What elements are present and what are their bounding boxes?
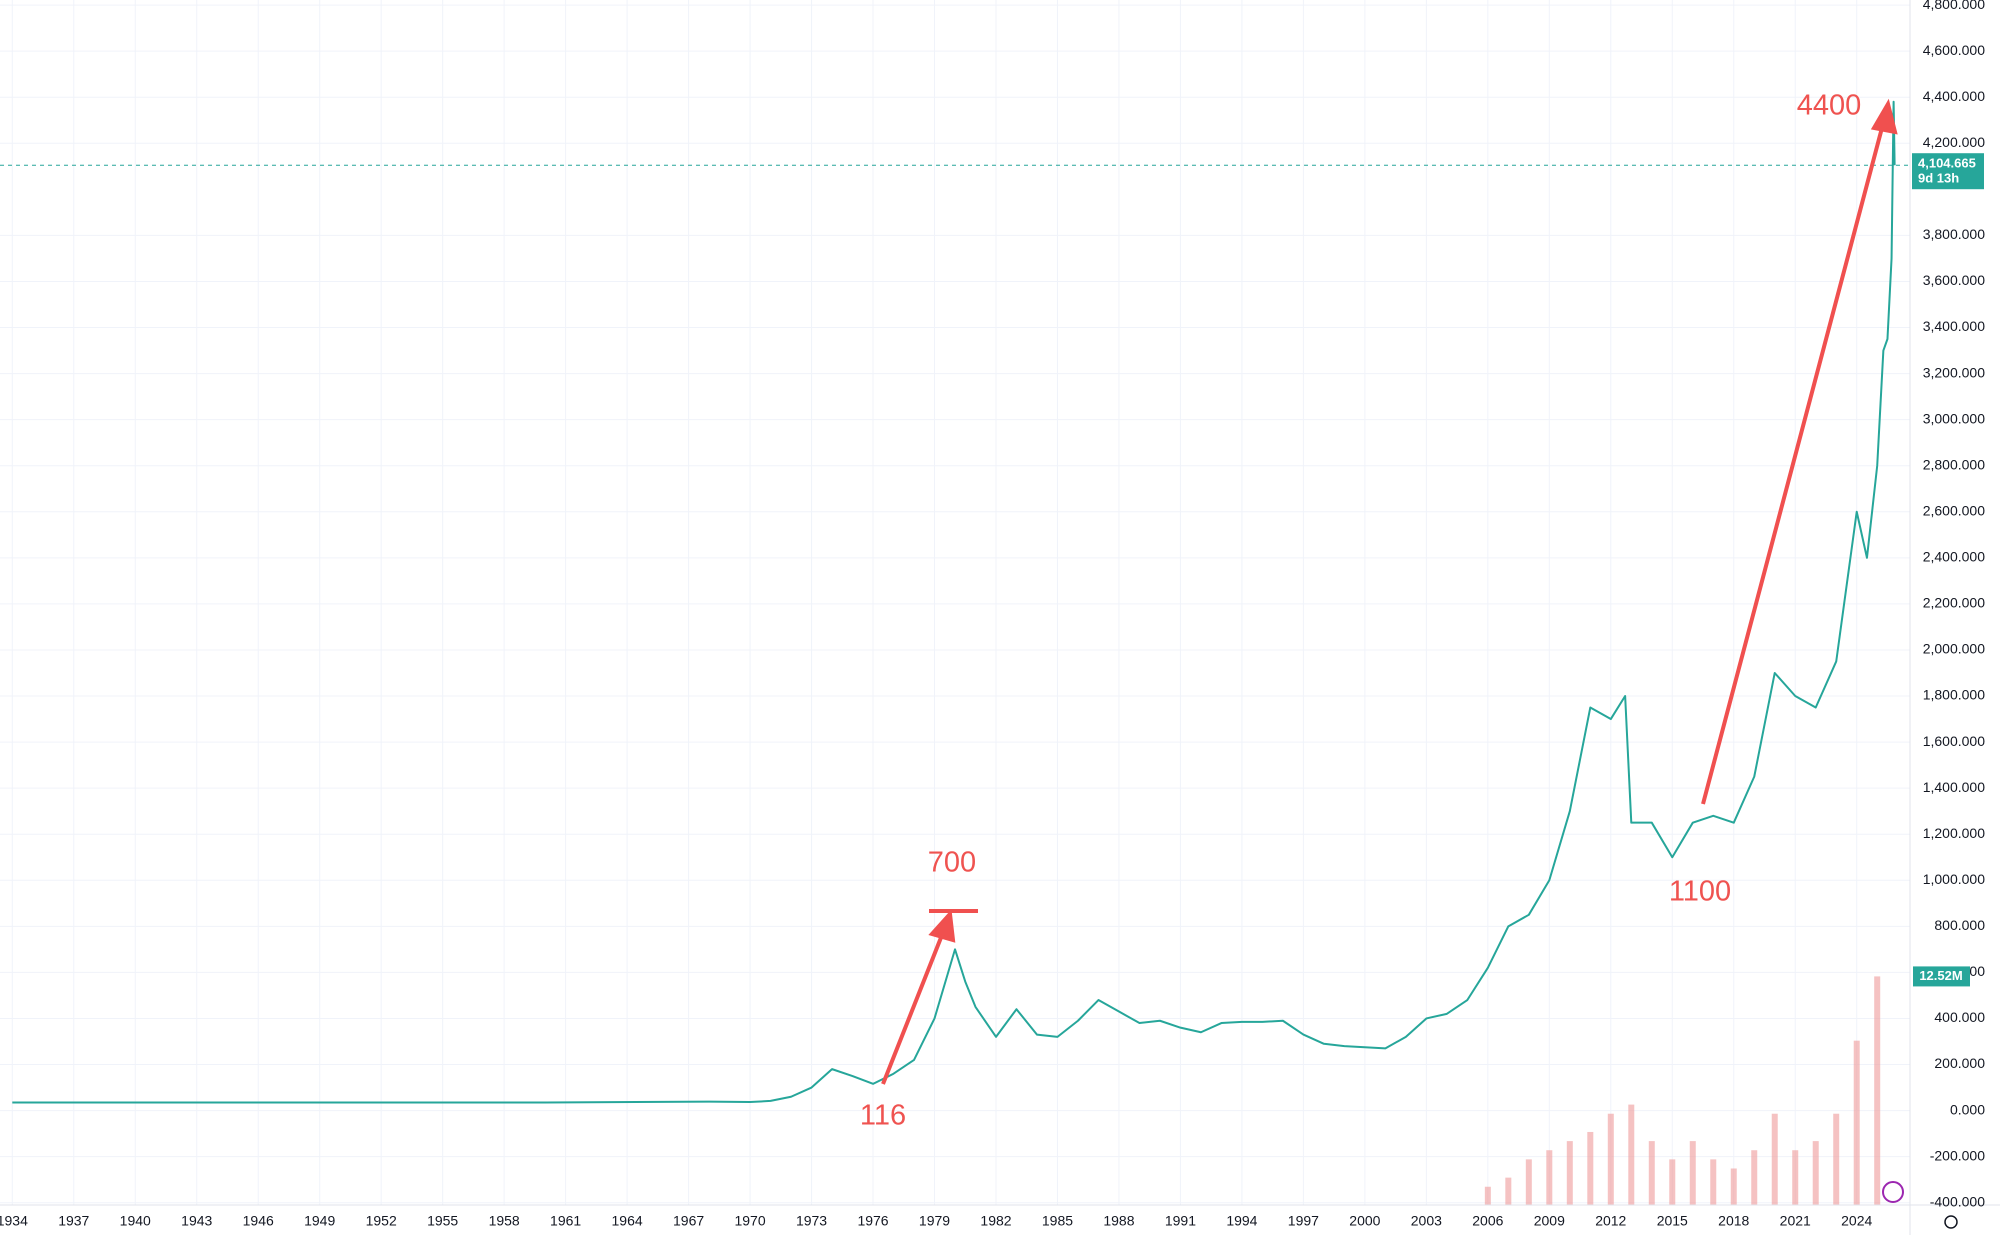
x-tick-label: 1970	[734, 1213, 765, 1229]
volume-tag	[1913, 966, 1970, 987]
volume-bar	[1607, 1113, 1614, 1205]
y-tick-label: 3,600.000	[1923, 272, 1985, 288]
x-tick-label: 1967	[673, 1213, 704, 1229]
x-tick-label: 1952	[366, 1213, 397, 1229]
volume-bar	[1710, 1159, 1717, 1205]
y-tick-label: 0.000	[1950, 1101, 1985, 1117]
volume-bar	[1566, 1141, 1573, 1205]
annotations	[881, 98, 1898, 1085]
x-tick-label: 1940	[120, 1213, 151, 1229]
countdown-label: 9d 13h	[1918, 171, 1959, 186]
x-tick-label: 2018	[1718, 1213, 1749, 1229]
y-tick-label: -200.000	[1930, 1147, 1985, 1163]
grid	[0, 0, 1910, 1205]
x-tick-label: 1937	[58, 1213, 89, 1229]
x-tick-label: 1985	[1042, 1213, 1073, 1229]
arrow-head	[928, 909, 956, 943]
volume-bar	[1546, 1150, 1553, 1205]
y-tick-label: 4,600.000	[1923, 42, 1985, 58]
annotation: 116	[860, 1100, 906, 1132]
volume-bar	[1669, 1159, 1676, 1205]
x-tick-label: 2024	[1841, 1213, 1872, 1229]
y-tick-label: 800.000	[1934, 917, 1985, 933]
volume-bar	[1648, 1141, 1655, 1205]
x-tick-label: 1979	[919, 1213, 950, 1229]
y-tick-label: 3,000.000	[1923, 410, 1985, 426]
x-tick-label: 1964	[612, 1213, 643, 1229]
volume-bar	[1689, 1141, 1696, 1205]
y-tick-label: 400.000	[1934, 1009, 1985, 1025]
volume-bar	[1792, 1150, 1799, 1205]
annotation: 700	[928, 847, 976, 879]
x-tick-label: 1973	[796, 1213, 827, 1229]
arrow-head	[1870, 98, 1898, 135]
y-tick-label: 2,000.000	[1923, 641, 1985, 657]
y-tick-label: 1,400.000	[1923, 779, 1985, 795]
volume-tag-label: 12.52M	[1919, 968, 1962, 983]
settings-icon[interactable]	[1944, 1215, 1958, 1229]
volume-bar	[1812, 1141, 1819, 1205]
price-line	[12, 100, 1896, 1104]
y-tick-label: -400.000	[1930, 1193, 1985, 1209]
y-tick-label: 4,400.000	[1923, 88, 1985, 104]
y-tick-label: 4,800.000	[1923, 0, 1985, 12]
arrow	[881, 929, 946, 1085]
y-tick-label: 2,800.000	[1923, 456, 1985, 472]
volume-bar	[1505, 1177, 1512, 1205]
y-tick-label: 4,200.000	[1923, 134, 1985, 150]
y-tick-label: 2,600.000	[1923, 502, 1985, 518]
volume-bar	[1525, 1159, 1532, 1205]
volume-bar	[1628, 1104, 1635, 1205]
y-tick-label: 3,400.000	[1923, 318, 1985, 334]
volume-bar	[1484, 1186, 1491, 1205]
volume-bar	[1587, 1131, 1594, 1205]
price-tag-label: 4,104.665	[1918, 156, 1976, 171]
y-tick-label: 3,800.000	[1923, 226, 1985, 242]
x-tick-label: 1949	[304, 1213, 335, 1229]
x-tick-label: 1961	[550, 1213, 581, 1229]
volume-bar	[1751, 1150, 1758, 1205]
price-tag	[1912, 153, 1984, 190]
x-tick-label: 1934	[0, 1213, 28, 1229]
x-tick-label: 2021	[1780, 1213, 1811, 1229]
x-tick-label: 2009	[1534, 1213, 1565, 1229]
y-tick-label: 1,800.000	[1923, 687, 1985, 703]
x-tick-label: 1958	[489, 1213, 520, 1229]
x-tick-label: 2000	[1349, 1213, 1380, 1229]
x-tick-label: 1982	[980, 1213, 1011, 1229]
x-tick-label: 2003	[1411, 1213, 1442, 1229]
y-tick-label: 1,000.000	[1923, 871, 1985, 887]
volume-bar	[1730, 1168, 1737, 1205]
y-tick-label: 1,600.000	[1923, 733, 1985, 749]
x-tick-label: 1946	[243, 1213, 274, 1229]
y-tick-label: 1,200.000	[1923, 825, 1985, 841]
annotation: 4400	[1797, 90, 1862, 122]
annotation: 1100	[1669, 876, 1731, 908]
x-tick-label: 2015	[1657, 1213, 1688, 1229]
volume-bar	[1874, 976, 1881, 1205]
volume-bar	[1853, 1040, 1860, 1205]
arrow	[1701, 123, 1885, 805]
volume-layer	[1484, 976, 1881, 1205]
plot-layer	[0, 100, 1910, 1104]
x-tick-label: 1988	[1103, 1213, 1134, 1229]
x-tick-label: 2006	[1472, 1213, 1503, 1229]
y-tick-label: 2,200.000	[1923, 595, 1985, 611]
volume-bar	[1833, 1113, 1840, 1205]
volume-bar	[1771, 1113, 1778, 1205]
x-tick-label: 1997	[1288, 1213, 1319, 1229]
x-tick-label: 1976	[857, 1213, 888, 1229]
y-tick-label: 200.000	[1934, 1055, 1985, 1071]
y-tick-label: 3,200.000	[1923, 364, 1985, 380]
x-tick-label: 2012	[1595, 1213, 1626, 1229]
x-tick-label: 1943	[181, 1213, 212, 1229]
x-tick-label: 1994	[1226, 1213, 1257, 1229]
alert-icon[interactable]	[1882, 1181, 1904, 1203]
y-tick-label: 2,400.000	[1923, 549, 1985, 565]
x-tick-label: 1955	[427, 1213, 458, 1229]
x-tick-label: 1991	[1165, 1213, 1196, 1229]
